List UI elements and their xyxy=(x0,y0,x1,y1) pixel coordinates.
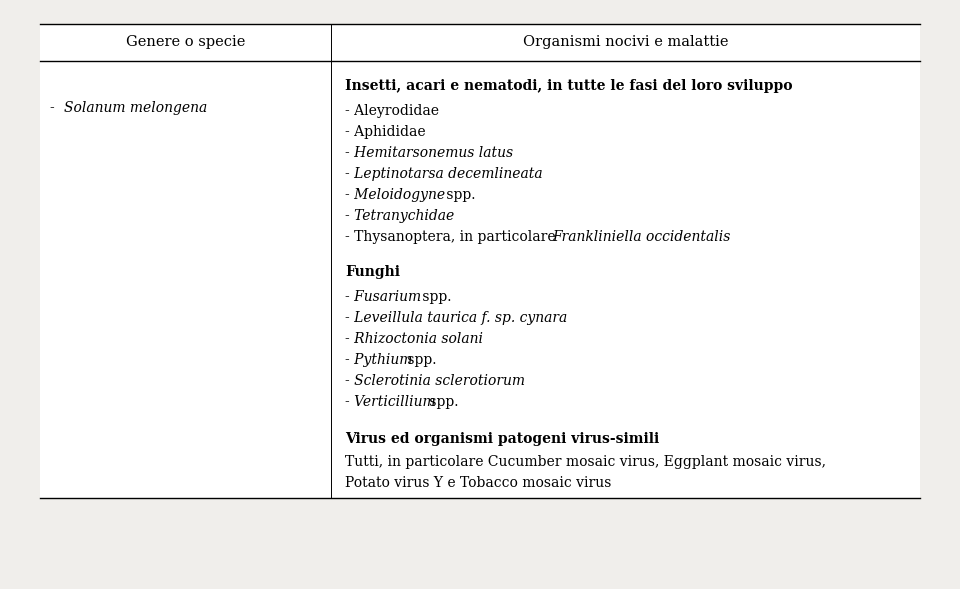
Text: Potato virus Y e Tobacco mosaic virus: Potato virus Y e Tobacco mosaic virus xyxy=(346,476,612,489)
Text: Virus ed organismi patogeni virus-simili: Virus ed organismi patogeni virus-simili xyxy=(346,432,660,446)
Text: -: - xyxy=(50,101,60,115)
Text: - Tetranychidae: - Tetranychidae xyxy=(346,209,454,223)
Text: spp.: spp. xyxy=(403,353,437,367)
Text: Funghi: Funghi xyxy=(346,264,400,279)
Text: Organismi nocivi e malattie: Organismi nocivi e malattie xyxy=(522,35,729,49)
Text: - Thysanoptera, in particolare: - Thysanoptera, in particolare xyxy=(346,230,561,244)
Text: - Aphididae: - Aphididae xyxy=(346,125,426,138)
Text: - Verticillium: - Verticillium xyxy=(346,395,436,409)
Text: - Pythium: - Pythium xyxy=(346,353,413,367)
Text: - Aleyrodidae: - Aleyrodidae xyxy=(346,104,439,118)
Text: spp.: spp. xyxy=(419,290,452,304)
Text: Frankliniella occidentalis: Frankliniella occidentalis xyxy=(552,230,731,244)
Text: - Sclerotinia sclerotiorum: - Sclerotinia sclerotiorum xyxy=(346,373,525,388)
Text: Tutti, in particolare Cucumber mosaic virus, Eggplant mosaic virus,: Tutti, in particolare Cucumber mosaic vi… xyxy=(346,455,827,469)
FancyBboxPatch shape xyxy=(40,24,920,498)
Text: spp.: spp. xyxy=(425,395,459,409)
Text: Insetti, acari e nematodi, in tutte le fasi del loro sviluppo: Insetti, acari e nematodi, in tutte le f… xyxy=(346,79,793,92)
Text: spp.: spp. xyxy=(443,188,476,201)
Text: - Leveillula taurica f. sp. cynara: - Leveillula taurica f. sp. cynara xyxy=(346,310,567,325)
Text: Genere o specie: Genere o specie xyxy=(126,35,246,49)
Text: - Leptinotarsa decemlineata: - Leptinotarsa decemlineata xyxy=(346,167,542,181)
Text: - Fusarium: - Fusarium xyxy=(346,290,421,304)
Text: - ​Meloidogyne: - ​Meloidogyne xyxy=(346,188,445,201)
Text: - Rhizoctonia solani: - Rhizoctonia solani xyxy=(346,332,483,346)
Text: - Hemitarsonemus latus: - Hemitarsonemus latus xyxy=(346,145,514,160)
Text: Solanum melongena: Solanum melongena xyxy=(64,101,207,115)
